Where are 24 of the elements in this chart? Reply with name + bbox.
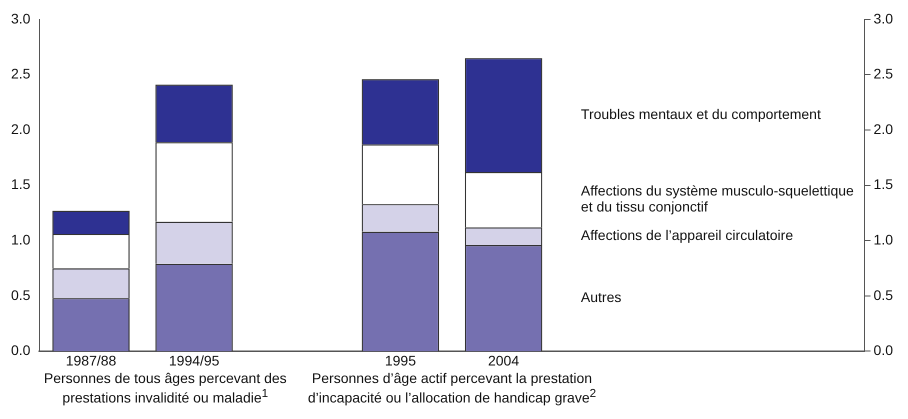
y2-tick-label: 0.0: [10, 342, 31, 358]
y-tick-label: 3.0: [874, 10, 894, 26]
x-tick-label: 2004: [488, 352, 520, 368]
y2-tick-label: 1.0: [10, 231, 31, 248]
y-tick-label: 0.0: [874, 342, 894, 358]
y-tick-label: 1.5: [874, 176, 894, 192]
y2-tick-label: 2.5: [10, 66, 31, 82]
x-tick-label: 1987/88: [66, 352, 117, 368]
text: Personnes de tous âges percevant des prestations invalidité ou maladie$^{1}$: [44, 370, 287, 406]
y-tick-label: 2.0: [874, 120, 894, 137]
text: Personnes d’âge actif percevant la prestation d’incapacité ou l’allocation de handicap grave$^{2}$: [306, 370, 598, 406]
text: Affections de l’appareil circulatoire: [580, 227, 794, 244]
text: Affections du système musculo-squelettique et du tissu conjonctif: [580, 182, 854, 215]
x-tick-label: 1994/95: [168, 352, 220, 368]
y2-tick-label: 1.5: [10, 176, 31, 192]
y-tick-label: 0.5: [874, 286, 894, 303]
x-tick-label: 1995: [384, 352, 416, 368]
y2-tick-label: 3.0: [10, 10, 31, 26]
y2-tick-label: 0.5: [10, 286, 31, 303]
text: Autres: [580, 288, 622, 305]
text: Troubles mentaux et du comportement: [580, 106, 821, 122]
y2-tick-label: 2.0: [10, 120, 31, 137]
y-tick-label: 2.5: [874, 66, 894, 82]
y-tick-label: 1.0: [874, 231, 894, 248]
